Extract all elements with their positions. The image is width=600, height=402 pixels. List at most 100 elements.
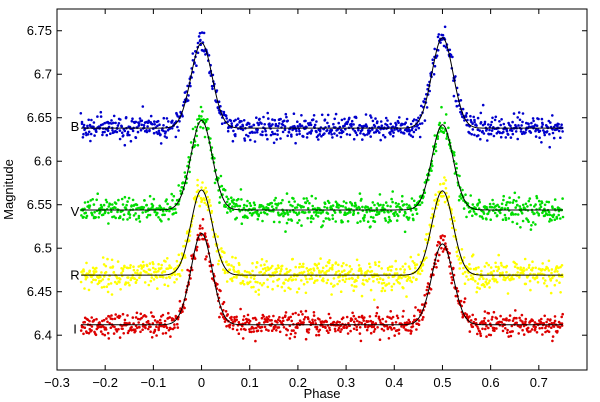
data-point-B [452, 94, 456, 98]
data-point-V [539, 205, 543, 209]
data-point-V [287, 218, 290, 221]
data-point-V [355, 207, 359, 210]
data-point-I [230, 315, 233, 319]
data-point-I [304, 309, 308, 313]
data-point-R [139, 271, 142, 275]
data-point-R [501, 271, 504, 275]
data-point-B [317, 138, 320, 141]
data-point-V [504, 218, 508, 222]
data-point-I [289, 315, 293, 319]
data-point-I [147, 327, 150, 331]
data-point-R [506, 292, 510, 295]
data-point-V [352, 210, 356, 213]
data-point-B [404, 121, 408, 124]
data-point-R [437, 199, 441, 202]
data-point-R [545, 284, 549, 288]
data-point-V [510, 211, 514, 214]
data-point-R [300, 279, 303, 282]
data-point-V [475, 212, 478, 216]
data-point-I [476, 332, 479, 336]
data-point-V [333, 211, 337, 214]
data-point-R [431, 207, 434, 210]
data-point-V [527, 220, 530, 223]
data-point-R [225, 280, 229, 283]
data-point-B [99, 110, 103, 114]
data-point-V [108, 203, 112, 206]
data-point-V [339, 211, 342, 214]
data-point-V [394, 210, 397, 214]
data-point-R [205, 203, 208, 206]
data-point-V [217, 177, 220, 180]
data-point-I [308, 320, 311, 324]
data-point-V [203, 135, 207, 139]
data-point-I [159, 321, 163, 325]
data-point-B [112, 121, 115, 125]
data-point-R [513, 265, 517, 269]
data-point-B [335, 134, 339, 137]
data-point-R [425, 233, 428, 236]
data-point-I [108, 322, 111, 325]
data-point-R [249, 276, 253, 279]
data-point-R [350, 284, 354, 287]
data-point-R [183, 254, 187, 257]
data-point-R [116, 260, 120, 263]
data-point-B [350, 119, 354, 123]
data-point-R [276, 264, 280, 267]
data-point-I [530, 328, 534, 331]
data-point-B [506, 133, 510, 136]
data-point-V [406, 206, 410, 209]
data-point-R [403, 268, 407, 272]
data-point-V [213, 181, 217, 185]
fit-curve-B [81, 37, 563, 129]
data-point-B [334, 112, 338, 116]
data-point-R [90, 280, 93, 284]
data-point-I [272, 314, 275, 318]
data-point-I [420, 303, 424, 306]
data-point-R [289, 275, 293, 279]
data-point-I [156, 320, 159, 323]
data-point-I [372, 325, 376, 329]
data-point-R [516, 271, 519, 274]
data-point-R [328, 259, 331, 262]
data-point-R [340, 264, 344, 268]
data-point-V [366, 220, 370, 223]
data-point-R [404, 275, 407, 279]
data-point-V [238, 204, 242, 208]
data-point-B [379, 138, 383, 142]
data-point-R [331, 263, 334, 267]
data-point-R [85, 261, 88, 265]
data-point-R [560, 264, 564, 267]
data-point-V [535, 196, 539, 200]
data-point-R [147, 272, 150, 276]
data-point-B [432, 73, 436, 76]
data-point-B [176, 115, 179, 118]
fit-curve-R [81, 189, 563, 276]
data-point-B [268, 122, 271, 125]
data-point-I [376, 326, 379, 329]
data-point-V [256, 217, 260, 221]
data-point-R [297, 287, 301, 291]
data-point-B [459, 99, 463, 102]
data-point-I [524, 320, 527, 324]
data-point-R [462, 266, 465, 270]
data-point-B [551, 114, 554, 117]
data-point-R [351, 277, 354, 280]
data-point-R [230, 264, 233, 267]
data-point-I [233, 316, 236, 319]
data-point-V [237, 197, 240, 201]
data-point-R [395, 272, 399, 275]
data-point-I [508, 318, 511, 322]
data-point-I [541, 333, 544, 336]
data-point-B [436, 49, 440, 52]
data-point-V [543, 214, 547, 217]
data-point-R [134, 271, 137, 275]
data-point-V [297, 211, 301, 214]
data-point-I [277, 318, 280, 322]
data-point-V [193, 144, 197, 147]
data-point-R [109, 282, 113, 285]
data-point-I [560, 315, 563, 319]
data-point-R [196, 178, 199, 182]
data-point-V [547, 210, 551, 214]
data-point-I [345, 326, 349, 329]
data-points-layer [79, 25, 565, 343]
